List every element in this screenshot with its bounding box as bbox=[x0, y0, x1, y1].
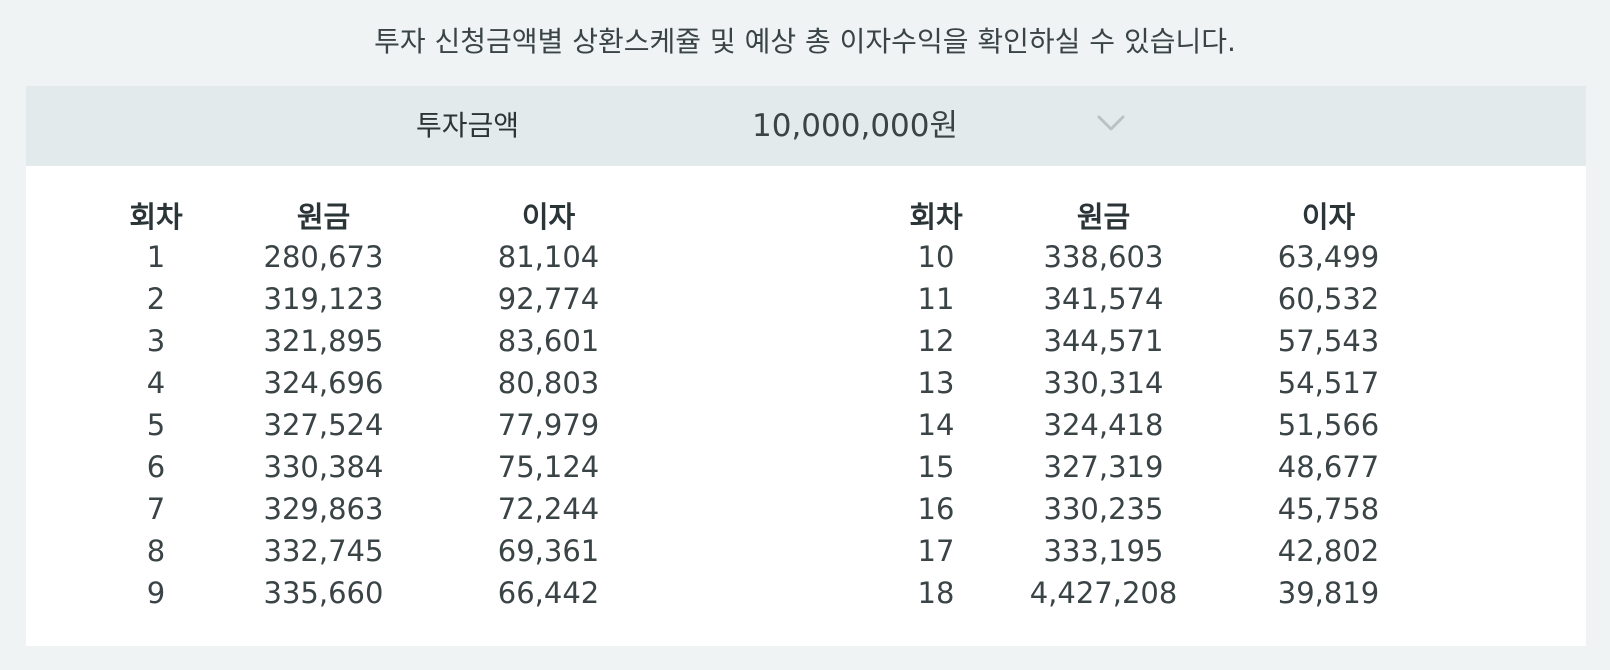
cell-interest: 75,124 bbox=[497, 450, 600, 484]
cell-round: 14 bbox=[917, 408, 955, 442]
table-row: 2 319,123 92,774 bbox=[101, 278, 661, 320]
header-principal: 원금 bbox=[1076, 200, 1131, 234]
cell-round: 18 bbox=[917, 576, 955, 610]
schedule-table-left: 회차 원금 이자 1 280,673 81,104 2 319,123 92,774 3 32… bbox=[101, 194, 661, 614]
cell-principal: 333,195 bbox=[1043, 534, 1164, 568]
cell-interest: 69,361 bbox=[497, 534, 600, 568]
table-row: 7 329,863 72,244 bbox=[101, 488, 661, 530]
cell-interest: 48,677 bbox=[1277, 450, 1380, 484]
cell-interest: 63,499 bbox=[1277, 240, 1380, 274]
table-header-row: 회차 원금 이자 bbox=[101, 194, 661, 236]
cell-interest: 39,819 bbox=[1277, 576, 1380, 610]
table-row: 4 324,696 80,803 bbox=[101, 362, 661, 404]
table-row: 11 341,574 60,532 bbox=[881, 278, 1441, 320]
cell-round: 17 bbox=[917, 534, 955, 568]
cell-interest: 92,774 bbox=[497, 282, 600, 316]
cell-principal: 327,319 bbox=[1043, 450, 1164, 484]
table-row: 13 330,314 54,517 bbox=[881, 362, 1441, 404]
cell-interest: 66,442 bbox=[497, 576, 600, 610]
cell-interest: 45,758 bbox=[1277, 492, 1380, 526]
cell-round: 13 bbox=[917, 366, 955, 400]
table-row: 3 321,895 83,601 bbox=[101, 320, 661, 362]
cell-principal: 332,745 bbox=[263, 534, 384, 568]
cell-round: 11 bbox=[917, 282, 955, 316]
header-round: 회차 bbox=[129, 200, 183, 234]
header-interest: 이자 bbox=[521, 200, 576, 234]
cell-interest: 42,802 bbox=[1277, 534, 1380, 568]
cell-round: 8 bbox=[146, 534, 166, 568]
chevron-down-icon bbox=[1097, 115, 1125, 131]
schedule-notice: 투자 신청금액별 상환스케쥴 및 예상 총 이자수익을 확인하실 수 있습니다. bbox=[374, 25, 1236, 58]
cell-round: 9 bbox=[146, 576, 166, 610]
cell-round: 6 bbox=[146, 450, 166, 484]
cell-principal: 338,603 bbox=[1043, 240, 1164, 274]
cell-round: 7 bbox=[146, 492, 166, 526]
table-header-row: 회차 원금 이자 bbox=[881, 194, 1441, 236]
cell-round: 15 bbox=[917, 450, 955, 484]
table-row: 10 338,603 63,499 bbox=[881, 236, 1441, 278]
investment-amount-bar: 투자금액 10,000,000원 bbox=[26, 86, 1586, 166]
cell-principal: 324,418 bbox=[1043, 408, 1164, 442]
cell-principal: 319,123 bbox=[263, 282, 384, 316]
cell-round: 4 bbox=[146, 366, 166, 400]
table-row: 17 333,195 42,802 bbox=[881, 530, 1441, 572]
cell-principal: 329,863 bbox=[263, 492, 384, 526]
table-row: 5 327,524 77,979 bbox=[101, 404, 661, 446]
header-interest: 이자 bbox=[1301, 200, 1356, 234]
table-row: 18 4,427,208 39,819 bbox=[881, 572, 1441, 614]
cell-interest: 54,517 bbox=[1277, 366, 1380, 400]
cell-principal: 327,524 bbox=[263, 408, 384, 442]
investment-amount-label: 투자금액 bbox=[416, 109, 520, 142]
table-row: 9 335,660 66,442 bbox=[101, 572, 661, 614]
table-row: 8 332,745 69,361 bbox=[101, 530, 661, 572]
cell-round: 5 bbox=[146, 408, 166, 442]
table-row: 1 280,673 81,104 bbox=[101, 236, 661, 278]
cell-interest: 80,803 bbox=[497, 366, 600, 400]
cell-interest: 51,566 bbox=[1277, 408, 1380, 442]
cell-interest: 72,244 bbox=[497, 492, 600, 526]
cell-round: 3 bbox=[146, 324, 166, 358]
table-row: 15 327,319 48,677 bbox=[881, 446, 1441, 488]
cell-round: 1 bbox=[146, 240, 166, 274]
cell-principal: 335,660 bbox=[263, 576, 384, 610]
cell-principal: 330,314 bbox=[1043, 366, 1164, 400]
cell-interest: 60,532 bbox=[1277, 282, 1380, 316]
table-row: 16 330,235 45,758 bbox=[881, 488, 1441, 530]
table-row: 12 344,571 57,543 bbox=[881, 320, 1441, 362]
cell-round: 16 bbox=[917, 492, 955, 526]
cell-principal: 341,574 bbox=[1043, 282, 1164, 316]
cell-round: 2 bbox=[146, 282, 166, 316]
cell-principal: 330,235 bbox=[1043, 492, 1164, 526]
table-row: 14 324,418 51,566 bbox=[881, 404, 1441, 446]
cell-interest: 77,979 bbox=[497, 408, 600, 442]
cell-interest: 57,543 bbox=[1277, 324, 1380, 358]
cell-principal: 321,895 bbox=[263, 324, 384, 358]
cell-interest: 81,104 bbox=[497, 240, 600, 274]
header-round: 회차 bbox=[909, 200, 963, 234]
cell-interest: 83,601 bbox=[497, 324, 600, 358]
schedule-table-right: 회차 원금 이자 10 338,603 63,499 11 341,574 60,532 1… bbox=[881, 194, 1441, 614]
cell-principal: 4,427,208 bbox=[1029, 576, 1178, 610]
repayment-schedule-panel: 회차 원금 이자 1 280,673 81,104 2 319,123 92,774 3 32… bbox=[26, 166, 1586, 646]
cell-round: 12 bbox=[917, 324, 955, 358]
cell-principal: 344,571 bbox=[1043, 324, 1164, 358]
cell-principal: 324,696 bbox=[263, 366, 384, 400]
cell-principal: 280,673 bbox=[263, 240, 384, 274]
investment-amount-select[interactable]: 10,000,000원 bbox=[726, 86, 1126, 166]
cell-round: 10 bbox=[917, 240, 955, 274]
cell-principal: 330,384 bbox=[263, 450, 384, 484]
header-principal: 원금 bbox=[296, 200, 351, 234]
table-row: 6 330,384 75,124 bbox=[101, 446, 661, 488]
investment-amount-value: 10,000,000원 bbox=[752, 108, 959, 144]
